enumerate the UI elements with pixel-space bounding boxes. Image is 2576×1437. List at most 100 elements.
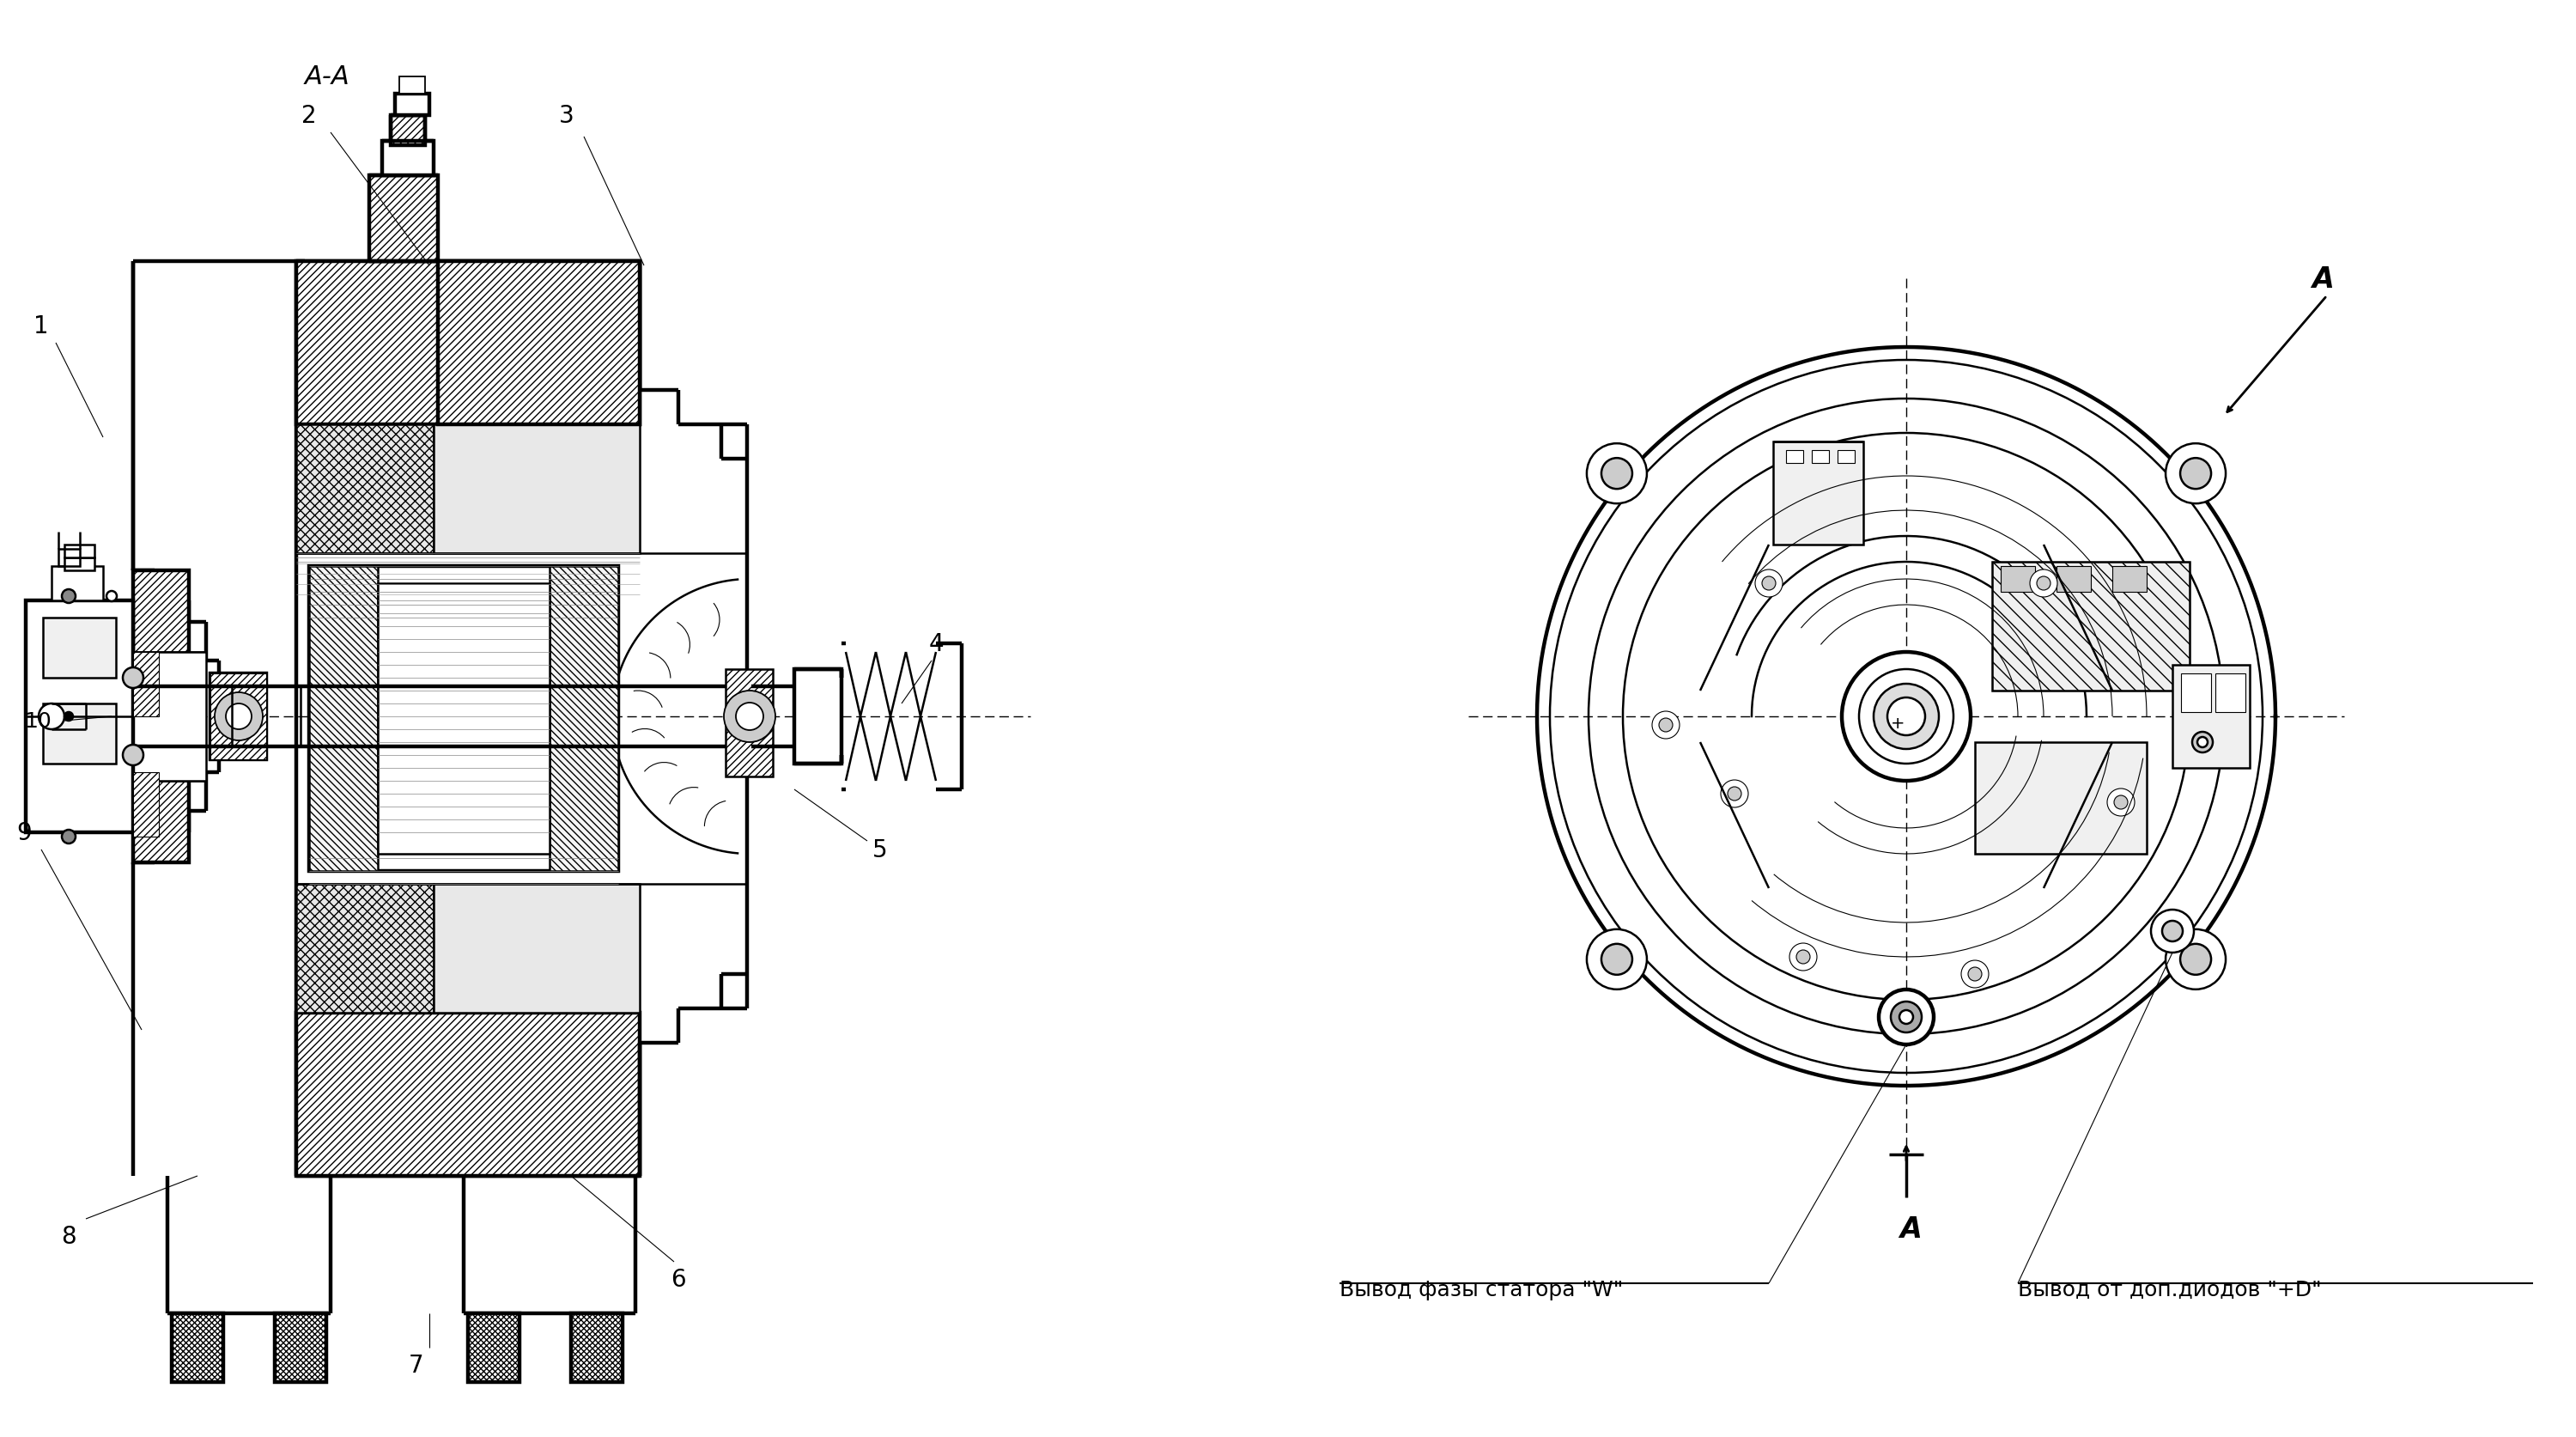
Text: Вывод от доп.диодов "+D": Вывод от доп.диодов "+D"	[2017, 1279, 2321, 1299]
Bar	[211, 674, 265, 760]
Circle shape	[2161, 921, 2182, 941]
Text: 3: 3	[559, 103, 574, 128]
Circle shape	[214, 693, 263, 741]
Circle shape	[1891, 1002, 1922, 1033]
Bar	[399, 78, 425, 95]
Text: +: +	[1891, 716, 1904, 731]
Bar	[309, 566, 618, 871]
Bar	[549, 566, 618, 871]
Bar	[296, 884, 433, 1013]
Bar	[64, 558, 95, 570]
Bar	[469, 1313, 520, 1382]
Bar	[134, 570, 188, 862]
Circle shape	[1602, 944, 1633, 976]
Circle shape	[2030, 570, 2058, 598]
Bar	[296, 1013, 639, 1175]
Circle shape	[2038, 576, 2050, 591]
Circle shape	[2166, 930, 2226, 990]
Circle shape	[1842, 652, 1971, 782]
Circle shape	[124, 668, 144, 688]
Circle shape	[1762, 576, 1775, 591]
Circle shape	[2115, 796, 2128, 809]
Bar	[793, 670, 842, 764]
Bar	[433, 884, 639, 1013]
Bar	[392, 116, 425, 147]
Circle shape	[1968, 967, 1981, 981]
Circle shape	[1790, 944, 1816, 971]
Circle shape	[2179, 944, 2210, 976]
Bar	[2215, 674, 2246, 713]
Circle shape	[64, 713, 72, 721]
Bar	[2182, 674, 2210, 713]
Bar	[296, 262, 639, 425]
Circle shape	[62, 831, 75, 844]
Text: 8: 8	[62, 1224, 77, 1249]
Bar	[211, 674, 265, 760]
Circle shape	[2166, 444, 2226, 504]
Circle shape	[2197, 737, 2208, 747]
Circle shape	[2107, 789, 2136, 816]
Circle shape	[724, 691, 775, 743]
Text: A-A: A-A	[304, 65, 350, 89]
Bar	[381, 142, 433, 175]
Circle shape	[124, 746, 144, 766]
Text: 4: 4	[927, 632, 943, 655]
Circle shape	[106, 592, 116, 602]
Text: 2: 2	[301, 103, 317, 128]
Bar	[59, 549, 80, 566]
Bar	[173, 1313, 224, 1382]
Circle shape	[1587, 444, 1646, 504]
Circle shape	[1960, 960, 1989, 989]
Circle shape	[39, 704, 64, 730]
Bar	[1991, 562, 2190, 691]
Circle shape	[1888, 698, 1924, 736]
Bar	[2056, 566, 2092, 592]
Circle shape	[2151, 910, 2195, 953]
Circle shape	[227, 704, 252, 730]
Circle shape	[2179, 458, 2210, 490]
Circle shape	[1659, 718, 1672, 733]
Bar	[2172, 665, 2249, 769]
Bar	[2002, 566, 2035, 592]
Text: 1: 1	[33, 315, 49, 338]
Bar	[438, 262, 639, 425]
Bar	[52, 566, 103, 601]
Bar	[1811, 451, 1829, 464]
Circle shape	[1899, 1010, 1914, 1025]
Bar	[64, 545, 95, 558]
Bar	[379, 583, 549, 854]
Text: 10: 10	[23, 711, 52, 731]
Bar	[2112, 566, 2146, 592]
Text: 7: 7	[410, 1352, 425, 1377]
Bar	[726, 670, 773, 777]
Bar	[134, 652, 160, 717]
Bar	[433, 425, 639, 553]
Circle shape	[62, 589, 75, 604]
Bar	[1837, 451, 1855, 464]
Circle shape	[1728, 787, 1741, 800]
Bar	[134, 652, 206, 782]
Circle shape	[1587, 930, 1646, 990]
Circle shape	[1754, 570, 1783, 598]
Circle shape	[1873, 684, 1940, 750]
Bar	[572, 1313, 623, 1382]
Bar	[368, 175, 438, 262]
Text: A: A	[1899, 1214, 1922, 1243]
Circle shape	[1602, 458, 1633, 490]
Bar	[44, 704, 116, 764]
Bar	[26, 601, 134, 832]
Polygon shape	[1772, 443, 1862, 545]
Bar	[309, 566, 379, 871]
Bar	[134, 773, 160, 836]
Circle shape	[737, 703, 762, 730]
Text: 5: 5	[873, 838, 889, 862]
Bar	[1976, 743, 2146, 854]
Text: 9: 9	[15, 821, 31, 845]
Circle shape	[1721, 780, 1749, 808]
Bar	[296, 425, 433, 553]
Bar	[1785, 451, 1803, 464]
Circle shape	[2192, 733, 2213, 753]
Circle shape	[1795, 950, 1811, 964]
Bar	[276, 1313, 327, 1382]
Circle shape	[1860, 670, 1953, 764]
